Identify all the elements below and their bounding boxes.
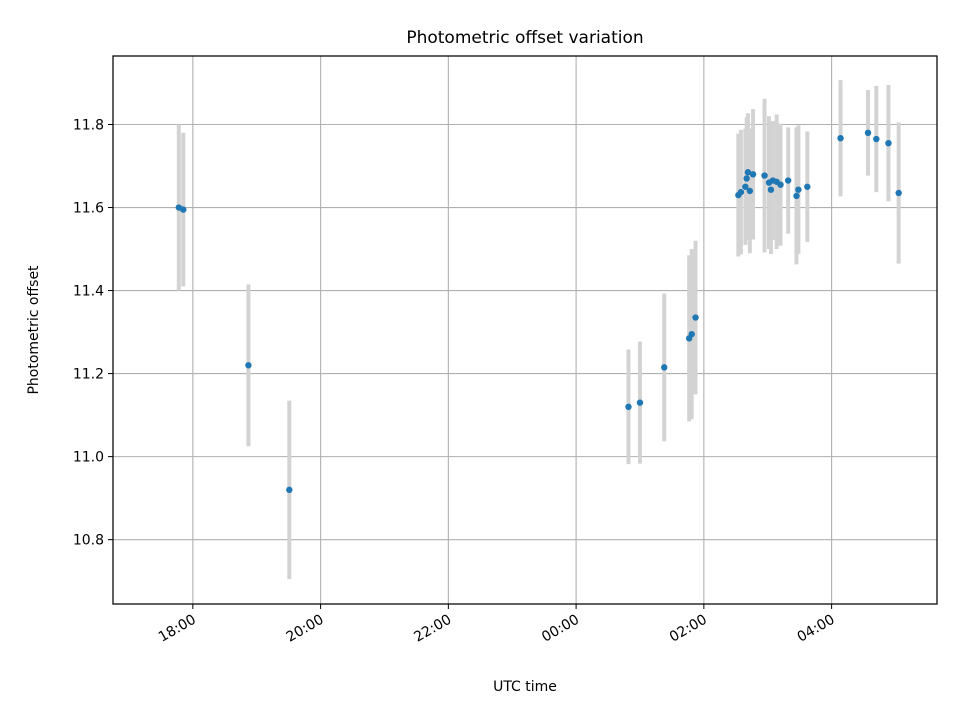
data-point (873, 135, 880, 143)
y-tick-label: 10.8 (73, 533, 104, 549)
y-axis-ticks: 10.8 11.0 11.2 11.4 11.6 11.8 (73, 118, 113, 549)
data-point (746, 187, 754, 195)
data-point (777, 181, 784, 188)
data-point (742, 183, 749, 190)
data-point (804, 183, 811, 190)
data-point (795, 186, 802, 193)
x-axis-ticks: 18:00 20:00 22:00 00:00 02:00 04:00 (156, 604, 838, 646)
data-point (636, 399, 644, 406)
data-point (749, 171, 757, 178)
data-point (837, 135, 844, 142)
data-point (286, 486, 293, 494)
data-point (737, 188, 745, 196)
axes-frame (112, 55, 938, 605)
data-point (895, 189, 902, 197)
data-point (885, 139, 892, 147)
x-tick-label: 02:00 (667, 612, 710, 646)
x-tick-label: 20:00 (284, 612, 327, 646)
x-axis-label: UTC time (493, 679, 557, 695)
x-tick-label: 22:00 (411, 612, 454, 646)
chart-title: Photometric offset variation (406, 28, 643, 48)
x-tick-label: 04:00 (795, 612, 838, 646)
data-point (744, 169, 752, 176)
data-point (688, 330, 695, 338)
data-point (692, 314, 699, 321)
x-tick-label: 18:00 (156, 612, 199, 646)
data-point (767, 186, 775, 193)
y-tick-label: 11.6 (73, 201, 104, 217)
data-point (245, 362, 252, 369)
data-point (625, 403, 632, 411)
y-tick-label: 11.0 (73, 450, 104, 466)
data-point (743, 175, 750, 182)
y-axis-label: Photometric offset (26, 265, 42, 395)
y-tick-label: 11.8 (73, 118, 104, 134)
data-point (661, 364, 668, 371)
data-points (175, 129, 902, 494)
data-point (784, 177, 792, 184)
y-tick-label: 11.4 (73, 284, 104, 300)
data-point (180, 206, 187, 213)
data-point (864, 129, 872, 137)
data-point (761, 172, 768, 179)
error-bars (176, 80, 901, 580)
x-tick-label: 00:00 (539, 612, 582, 646)
data-point (793, 192, 800, 200)
y-tick-label: 11.2 (73, 367, 104, 383)
grid-lines (113, 56, 937, 604)
